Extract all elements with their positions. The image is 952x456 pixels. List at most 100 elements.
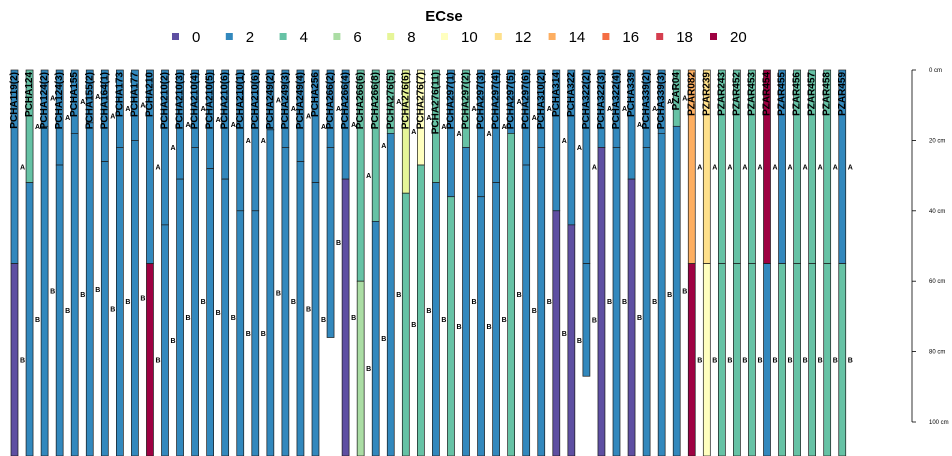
legend-swatch-2 (279, 33, 287, 40)
horizon-label-47-0: A (727, 164, 732, 171)
horizon-52-1 (793, 263, 801, 456)
profile-46: A B PZAR239 (701, 69, 717, 456)
profile-37: A B PCHA322 (566, 69, 582, 456)
profile-name-51: PZAR455 (777, 72, 788, 116)
horizon-label-20-0: A (321, 124, 326, 131)
depth-tick-label-1: 20 cm (929, 138, 945, 144)
horizon-label-17-1: B (276, 290, 281, 297)
profile-26: A B PCHA276(6) (400, 69, 416, 456)
profile-name-53: PZAR457 (807, 72, 818, 116)
profile-name-18: PCHA249(3) (280, 72, 291, 129)
horizon-label-28-1: B (441, 317, 446, 324)
horizon-label-40-1: B (622, 299, 627, 306)
horizon-5-1 (85, 122, 94, 456)
horizon-29-1 (447, 196, 455, 456)
legend-swatch-4 (387, 33, 395, 40)
horizon-label-2-1: B (50, 289, 55, 296)
depth-tick-label-4: 80 cm (929, 350, 945, 356)
horizon-label-21-1: B (336, 240, 341, 247)
profile-name-31: PCHA297(3) (476, 72, 487, 129)
profile-name-20: PCHA256 (310, 72, 321, 117)
profile-name-0: PCHA119(2) (9, 72, 20, 129)
profile-51: A B PZAR455 (777, 69, 793, 456)
horizon-1-1 (25, 182, 34, 456)
horizon-18-1 (281, 147, 290, 456)
depth-tick-label-0: 0 cm (929, 68, 942, 74)
profile-name-14: PCHA210(6) (220, 72, 231, 129)
horizon-label-9-0: A (155, 164, 160, 171)
legend-swatch-1 (225, 33, 233, 40)
horizon-label-11-0: A (186, 122, 191, 129)
horizon-label-27-0: A (426, 115, 431, 122)
profile-name-47: PZAR243 (716, 72, 727, 116)
horizon-label-8-1: B (140, 296, 145, 303)
horizon-14-1 (221, 178, 230, 456)
horizon-label-54-1: B (833, 357, 838, 364)
horizon-label-0-1: B (20, 357, 25, 364)
horizon-label-8-0: A (140, 103, 145, 110)
legend-label-1: 2 (246, 29, 254, 46)
horizon-label-24-0: A (381, 143, 386, 150)
horizon-label-38-1: B (592, 317, 597, 324)
horizon-label-10-0: A (171, 145, 176, 152)
profile-name-17: PCHA249(2) (265, 72, 276, 129)
profile-name-13: PCHA210(5) (205, 72, 216, 129)
horizon-label-31-1: B (487, 324, 492, 331)
profile-52: A B PZAR456 (792, 69, 808, 456)
horizon-label-37-0: A (577, 145, 582, 152)
horizon-label-41-1: B (637, 315, 642, 322)
horizon-8-1 (131, 140, 139, 456)
depth-tick-label-3: 60 cm (929, 279, 945, 285)
horizon-44-1 (672, 125, 681, 456)
horizon-label-53-1: B (818, 357, 823, 364)
depth-tick-label-2: 40 cm (929, 209, 945, 215)
profile-name-54: PZAR458 (822, 72, 833, 116)
horizon-6-1 (100, 161, 109, 456)
profile-name-46: PZAR239 (701, 72, 712, 116)
profile-name-52: PZAR456 (792, 72, 803, 116)
horizon-label-44-1: B (682, 289, 687, 296)
horizon-label-45-1: B (697, 357, 702, 364)
profile-33: A B PCHA297(5) (506, 69, 522, 456)
horizon-20-1 (311, 182, 320, 456)
profile-name-11: PCHA210(3) (175, 72, 186, 129)
horizon-label-38-0: A (592, 164, 597, 171)
horizon-53-1 (808, 263, 817, 456)
horizon-label-0-0: A (20, 164, 25, 171)
profile-30: A B PCHA297(2) (461, 69, 477, 456)
horizon-10-1 (161, 224, 169, 456)
horizon-label-29-0: A (456, 131, 461, 138)
horizon-label-6-0: A (110, 113, 115, 120)
horizon-48-1 (733, 263, 741, 456)
profile-31: A B PCHA297(3) (476, 69, 492, 456)
horizon-24-1 (371, 221, 380, 456)
profile-17: A B PCHA249(2) (265, 69, 281, 456)
horizon-label-35-0: A (547, 106, 552, 113)
horizon-37-1 (567, 224, 576, 456)
profile-34: A B PCHA297(6) (521, 69, 537, 456)
legend-swatch-8 (602, 33, 610, 40)
horizon-label-25-1: B (396, 292, 401, 299)
horizon-9-1 (146, 263, 154, 456)
horizon-2-1 (40, 125, 49, 456)
horizon-36-1 (552, 210, 561, 456)
profile-9: A B PCHA210 (144, 69, 161, 456)
profile-40: A B PCHA322(4) (611, 69, 627, 456)
horizon-51-1 (778, 263, 786, 456)
profile-11: A B PCHA210(3) (175, 69, 191, 456)
horizon-label-4-1: B (80, 292, 85, 299)
horizon-label-23-0: A (366, 173, 371, 180)
horizon-label-33-1: B (517, 292, 522, 299)
profile-7: A B PCHA173 (114, 69, 130, 456)
profile-name-50: PZAR454 (762, 72, 773, 116)
horizon-16-1 (251, 210, 260, 456)
profile-name-32: PCHA297(4) (491, 72, 502, 129)
horizon-label-14-1: B (231, 315, 236, 322)
profile-41: A B PCHA339 (626, 69, 642, 456)
horizon-label-36-0: A (562, 138, 567, 145)
horizon-33-1 (507, 133, 515, 456)
horizon-21-1 (326, 147, 335, 338)
profile-name-2: PCHA124(2) (39, 72, 50, 129)
horizon-25-1 (386, 133, 395, 456)
horizon-label-22-1: B (351, 315, 356, 322)
